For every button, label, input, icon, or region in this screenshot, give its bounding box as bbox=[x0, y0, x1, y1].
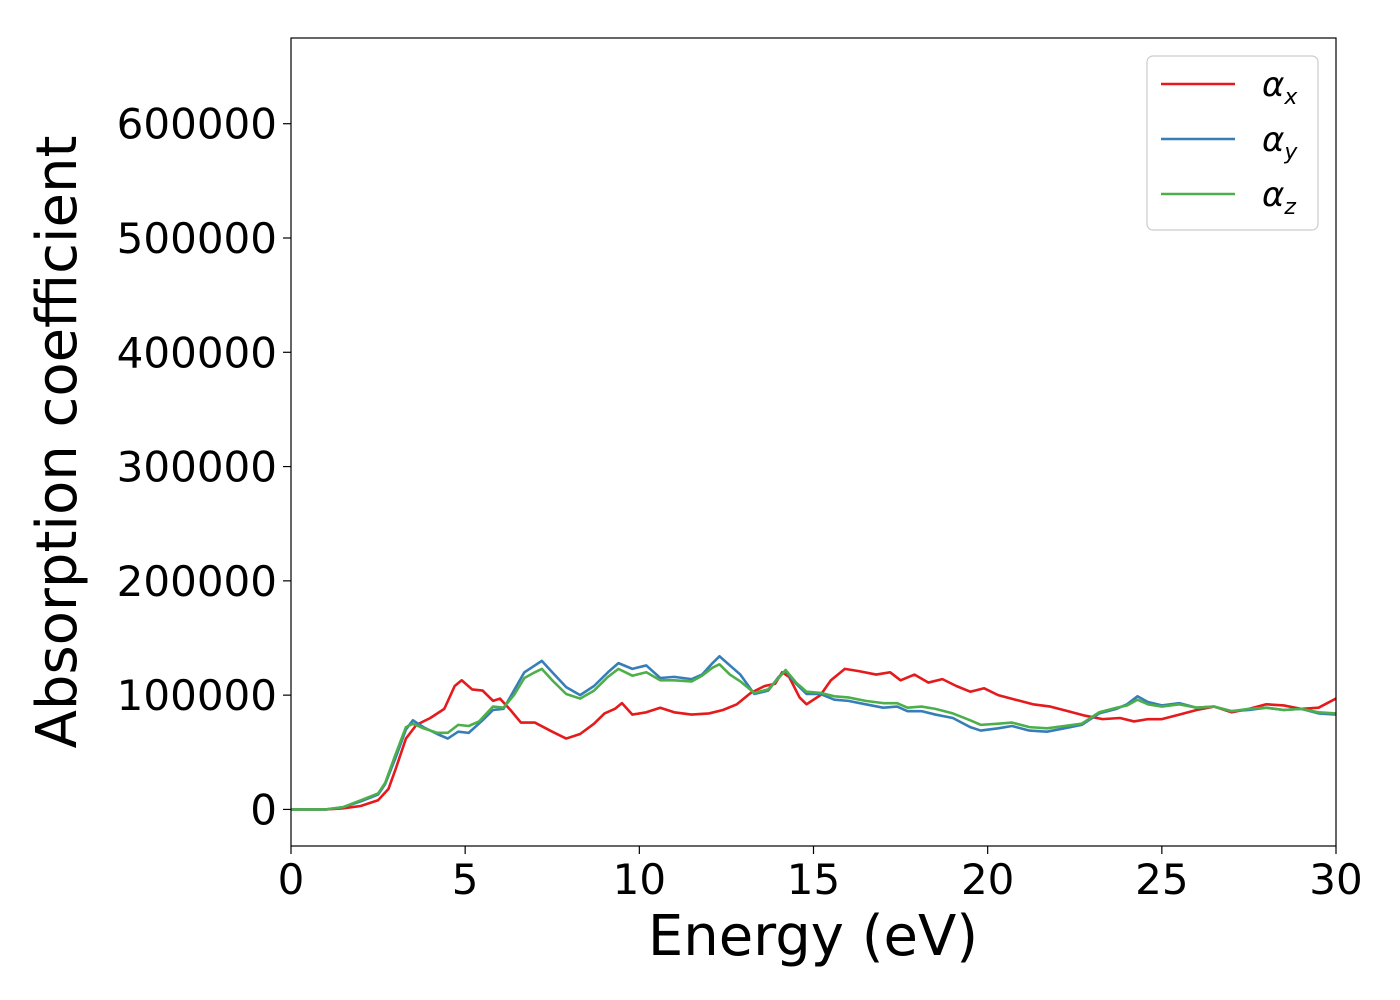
y-axis-title: Absorption coefficient bbox=[25, 136, 90, 749]
y-tick-label: 400000 bbox=[117, 328, 277, 377]
y-tick-label: 500000 bbox=[117, 214, 277, 263]
x-tick-label: 15 bbox=[787, 855, 840, 904]
x-axis-title: Energy (eV) bbox=[648, 904, 978, 969]
y-tick-label: 0 bbox=[250, 785, 277, 834]
x-tick-label: 20 bbox=[961, 855, 1014, 904]
x-tick-label: 30 bbox=[1309, 855, 1362, 904]
y-tick-label: 600000 bbox=[117, 100, 277, 149]
x-tick-label: 25 bbox=[1135, 855, 1188, 904]
legend-subscript: y bbox=[1283, 140, 1298, 165]
legend-subscript: z bbox=[1283, 195, 1296, 220]
y-tick-label: 100000 bbox=[117, 671, 277, 720]
x-axis: 0 5 10 15 20 25 30 bbox=[278, 846, 1363, 904]
legend-label-y: αy bbox=[1262, 120, 1298, 165]
legend-box bbox=[1146, 55, 1319, 231]
x-tick-label: 5 bbox=[452, 855, 479, 904]
legend-label-z: αz bbox=[1262, 175, 1296, 220]
y-axis: 0 100000 200000 300000 400000 500000 600000 bbox=[117, 100, 291, 834]
legend-label-x: αx bbox=[1262, 65, 1298, 110]
series-line-z bbox=[291, 662, 1336, 811]
y-tick-label: 300000 bbox=[117, 443, 277, 492]
x-tick-label: 10 bbox=[613, 855, 666, 904]
x-tick-label: 0 bbox=[278, 855, 305, 904]
legend-symbol: α bbox=[1262, 120, 1284, 160]
legend-symbol: α bbox=[1262, 175, 1284, 215]
series-layer bbox=[291, 654, 1336, 811]
y-tick-label: 200000 bbox=[117, 557, 277, 606]
legend-subscript: x bbox=[1283, 85, 1298, 110]
legend-symbol: α bbox=[1262, 65, 1284, 105]
